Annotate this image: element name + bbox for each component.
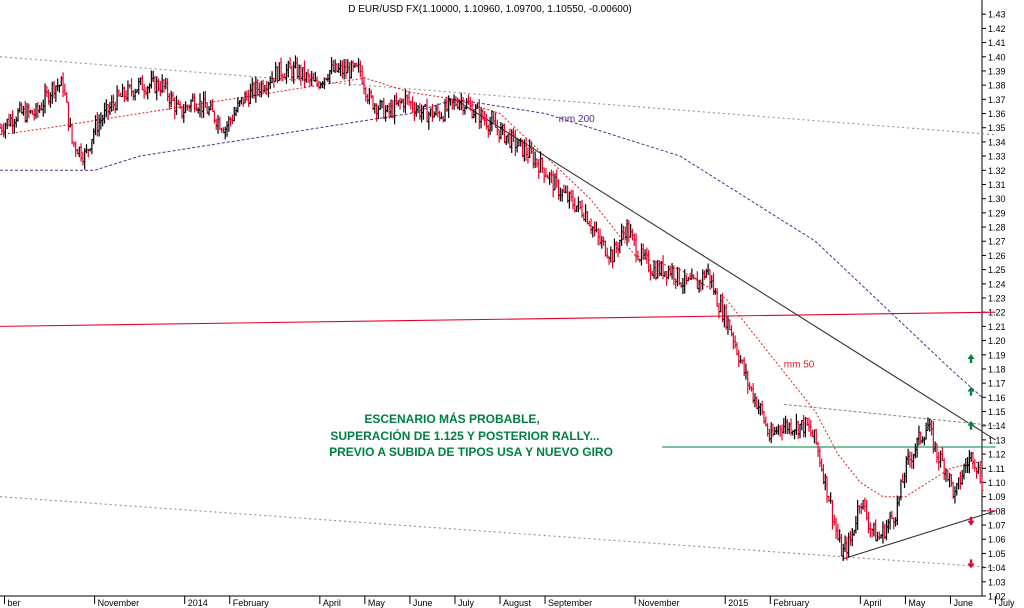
green-up-arrow-2	[967, 386, 975, 396]
x-tick-label: 2014	[188, 598, 208, 608]
y-tick-label: 1.05	[988, 549, 1006, 559]
x-tick-label: April	[323, 598, 341, 608]
scenario-line-3: PREVIO A SUBIDA DE TIPOS USA Y NUEVO GIR…	[329, 445, 613, 459]
downtrend-line	[454, 98, 996, 441]
red-down-arrow-1	[967, 516, 975, 526]
y-tick-label: 1.16	[988, 393, 1006, 403]
scenario-text-block: ESCENARIO MÁS PROBABLE, SUPERACIÓN DE 1.…	[329, 411, 613, 459]
y-tick-label: 1.34	[988, 137, 1006, 147]
y-tick-label: 1.30	[988, 194, 1006, 204]
y-tick-label: 1.19	[988, 350, 1006, 360]
y-tick-label: 1.29	[988, 208, 1006, 218]
y-tick-label: 1.36	[988, 109, 1006, 119]
y-tick-label: 1.11	[988, 464, 1005, 474]
x-tick-label: September	[548, 598, 592, 608]
long-trend-red	[0, 311, 996, 327]
y-tick-label: 1.14	[988, 421, 1006, 431]
y-tick-label: 1.22	[988, 308, 1006, 318]
y-tick-label: 1.20	[988, 336, 1006, 346]
x-tick-label: July	[999, 598, 1016, 608]
x-tick-label: February	[773, 598, 810, 608]
y-tick-label: 1.28	[988, 223, 1006, 233]
y-tick-label: 1.39	[988, 66, 1006, 76]
y-tick-label: 1.18	[988, 364, 1006, 374]
red-down-arrow-2	[967, 559, 975, 569]
x-tick-label: 2015	[728, 598, 748, 608]
y-tick-label: 1.40	[988, 52, 1006, 62]
y-tick-label: 1.06	[988, 535, 1006, 545]
y-tick-label: 1.33	[988, 152, 1006, 162]
y-tick-label: 1.35	[988, 123, 1006, 133]
x-tick-label: June	[413, 598, 433, 608]
x-tick-label: April	[863, 598, 881, 608]
y-tick-label: 1.38	[988, 81, 1006, 91]
y-tick-label: 1.41	[988, 38, 1006, 48]
y-tick-label: 1.10	[988, 478, 1006, 488]
x-tick-label: May	[368, 598, 386, 608]
y-tick-label: 1.03	[988, 577, 1006, 587]
y-tick-label: 1.42	[988, 24, 1006, 34]
y-tick-label: 1.12	[988, 450, 1006, 460]
y-tick-label: 1.23	[988, 294, 1006, 304]
y-tick-label: 1.26	[988, 251, 1006, 261]
green-up-arrow-1	[967, 354, 975, 364]
x-tick-label: May	[908, 598, 926, 608]
y-tick-label: 1.15	[988, 407, 1006, 417]
y-tick-label: 1.13	[988, 435, 1006, 445]
y-tick-label: 1.25	[988, 265, 1006, 275]
annotations: mm 200 mm 50	[559, 114, 975, 569]
upper-channel	[0, 56, 996, 136]
y-tick-label: 1.21	[988, 322, 1006, 332]
green-up-arrow-3	[967, 420, 975, 430]
y-tick-label: 1.02	[988, 592, 1006, 602]
chart-title: D EUR/USD FX(1.10000, 1.10960, 1.09700, …	[348, 4, 632, 15]
lower-channel	[0, 496, 996, 569]
y-tick-label: 1.32	[988, 166, 1006, 176]
y-tick-label: 1.24	[988, 279, 1006, 289]
triangle-top	[783, 403, 996, 427]
x-tick-label: ber	[8, 598, 21, 608]
y-tick-label: 1.09	[988, 492, 1006, 502]
price-bars	[0, 55, 984, 561]
price-bar	[980, 477, 984, 492]
x-tick-label: June	[953, 598, 973, 608]
y-tick-label: 1.27	[988, 237, 1006, 247]
y-tick-label: 1.31	[988, 180, 1006, 190]
y-tick-label: 1.04	[988, 563, 1006, 573]
x-tick-label: November	[638, 598, 680, 608]
y-tick-label: 1.37	[988, 95, 1006, 105]
scenario-line-1: ESCENARIO MÁS PROBABLE,	[364, 411, 539, 426]
mm-50-label: mm 50	[784, 360, 815, 371]
ma200-line	[0, 98, 983, 398]
moving-averages	[0, 77, 983, 498]
y-tick-label: 1.08	[988, 506, 1006, 516]
reference-lines	[0, 56, 996, 569]
scenario-line-2: SUPERACIÓN DE 1.125 Y POSTERIOR RALLY...	[330, 428, 599, 443]
x-tick-label: July	[458, 598, 475, 608]
y-tick-label: 1.17	[988, 379, 1006, 389]
x-tick-label: August	[503, 598, 532, 608]
y-tick-label: 1.43	[988, 10, 1006, 20]
ma50-line	[0, 77, 983, 498]
x-tick-label: November	[98, 598, 140, 608]
x-tick-label: February	[233, 598, 270, 608]
y-tick-label: 1.07	[988, 521, 1006, 531]
mm-200-label: mm 200	[559, 114, 596, 125]
